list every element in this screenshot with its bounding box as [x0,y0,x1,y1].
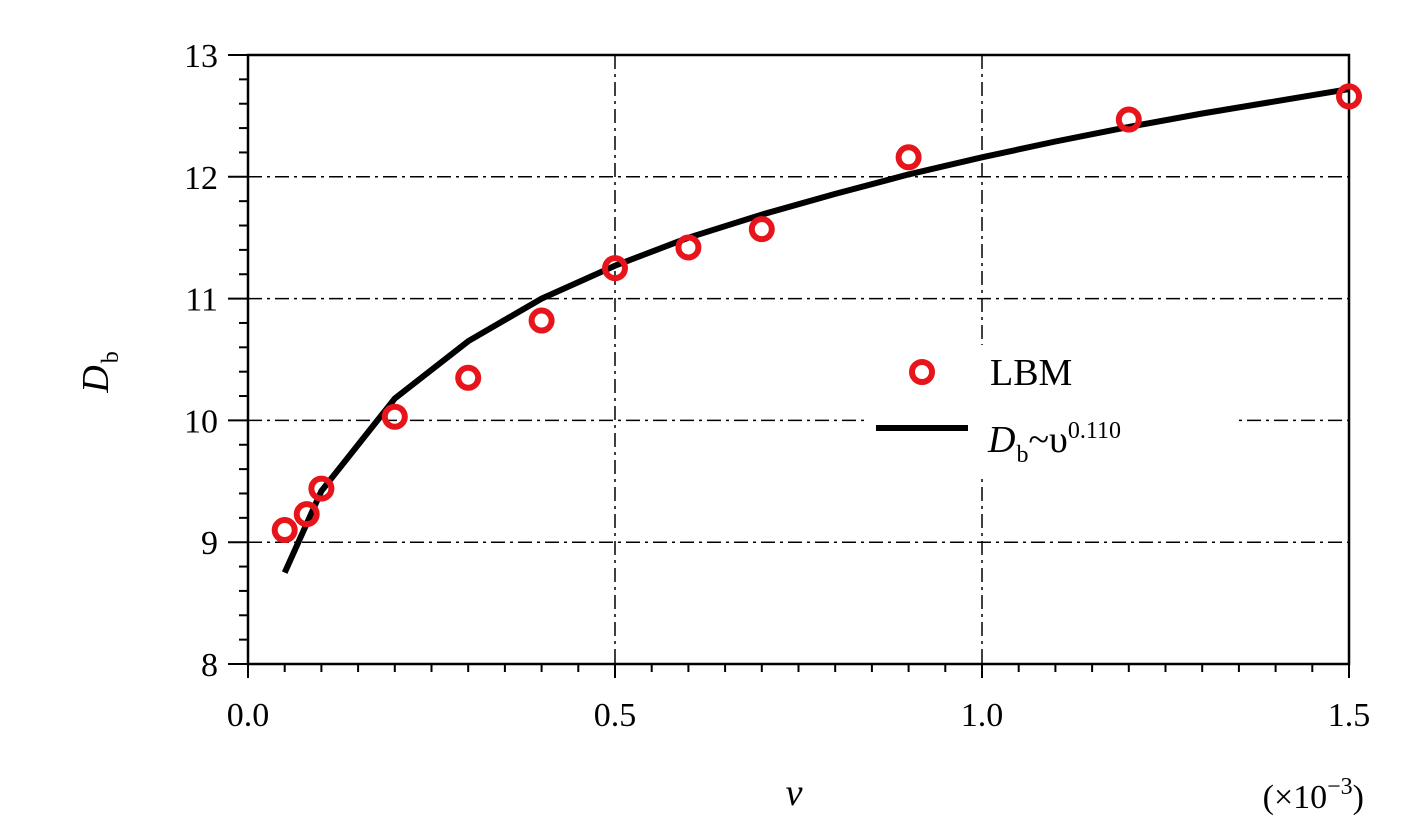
lbm-point [895,144,922,171]
y-axis-title-sub: b [98,351,124,363]
x-axis-title: v [786,772,803,814]
x-axis-multiplier: (×10−3) [1263,774,1364,816]
y-axis-title: Db [75,351,124,393]
x-tick-label-1.0: 1.0 [961,697,1004,734]
legend-fit-sup: 0.110 [1068,418,1121,444]
lbm-point [602,255,628,282]
lbm-point [1336,83,1362,110]
tick-labels: 0.0 0.5 1.0 1.5 8 9 10 11 12 13 [184,38,1370,734]
lbm-point [675,234,702,261]
lbm-point [455,364,482,391]
x-tick-label-0.5: 0.5 [594,697,637,734]
x-tick-label-1.5: 1.5 [1328,697,1371,734]
fit-line [281,86,1350,574]
lbm-point [528,307,555,334]
y-tick-label-9: 9 [201,525,218,562]
lbm-point [308,475,335,502]
y-axis-title-main: D [75,365,117,393]
x-axis-multiplier-close: ) [1353,779,1364,816]
legend-marker-lbm [909,359,935,385]
legend-label-fit: Db~υ0.110 [987,418,1121,468]
lbm-point [748,216,775,243]
x-tick-label-0.0: 0.0 [227,697,270,734]
lbm-point [1115,106,1142,133]
legend: LBM Db~υ0.110 [868,345,1238,475]
legend-fit-sub: b [1016,442,1028,468]
y-tick-label-13: 13 [184,38,218,75]
lbm-point [293,501,320,528]
lbm-point [381,403,408,430]
y-tick-label-8: 8 [201,647,218,684]
legend-fit-rest: ~υ [1028,419,1067,461]
x-axis-multiplier-open: (×10 [1263,779,1328,816]
series-layer [271,83,1362,574]
y-tick-label-10: 10 [184,403,218,440]
tick-marks [228,54,1350,678]
y-tick-label-11: 11 [185,282,218,319]
legend-fit-main: D [987,419,1015,461]
x-axis-multiplier-exp: −3 [1327,774,1353,800]
y-tick-label-12: 12 [184,160,218,197]
lbm-point [271,517,298,544]
legend-label-lbm: LBM [990,352,1072,394]
